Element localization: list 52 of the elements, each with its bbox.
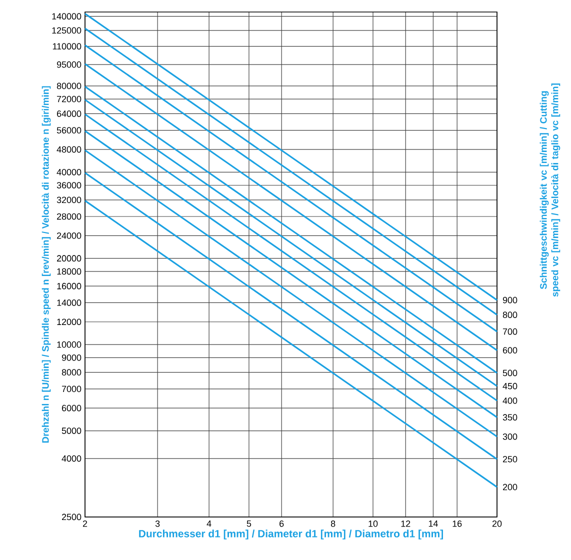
y-tick-label: 16000 [57,282,82,290]
y-tick-label: 2500 [62,514,82,520]
y-tick-label: 7000 [62,386,82,392]
y-axis-title: Drehzahl n [U/min] / Spindle speed n [rev/min] / Velocità di rotazione n [giri/min] [42,86,51,443]
x-tick-label: 16 [452,520,462,527]
y-tick-label: 20000 [57,255,82,262]
x-tick-label: 8 [330,520,336,527]
x-tick-label: 10 [368,520,378,527]
x-tick-label: 4 [206,520,212,527]
x-tick-label: 2 [82,520,88,527]
y-tick-label: 32000 [56,196,82,204]
x-tick-label: 5 [246,520,252,527]
y-tick-label: 5000 [62,428,82,434]
x-tick-label: 6 [280,520,284,527]
y-tick-label: 24000 [57,232,82,239]
y-tick-label: 12000 [57,318,82,326]
y-tick-label: 110000 [52,43,82,50]
y-tick-label: 18000 [57,268,82,275]
y-tick-label: 56000 [56,127,82,134]
y-tick-label: 36000 [56,182,82,188]
y-tick-label: 4000 [62,455,82,462]
series-label: 250 [502,456,518,462]
y-tick-label: 14000 [57,300,82,306]
series-label: 450 [502,382,518,390]
y-tick-label: 125000 [52,27,82,34]
series-label: 350 [502,414,518,421]
y-tick-label: 9000 [62,354,82,361]
series-label: 300 [502,433,518,440]
y-tick-label: 28000 [57,213,82,220]
series-label: 600 [502,347,518,354]
series-label: 200 [502,484,518,490]
x-axis-title: Durchmesser d1 [mm] / Diameter d1 [mm] / Diametro d1 [mm] [139,530,443,540]
y-tick-label: 140000 [52,13,82,20]
x-tick-label: 12 [401,520,410,527]
series-label: 900 [502,296,518,304]
y-tick-label: 8000 [62,369,82,376]
y-tick-label: 10000 [57,341,82,348]
y-tick-label: 95000 [56,61,82,68]
series-label: 800 [502,312,518,318]
y-tick-label: 48000 [56,146,82,153]
y-tick-label: 40000 [56,168,82,176]
y-tick-label: 6000 [62,404,82,412]
x-tick-label: 3 [155,520,160,527]
y2-axis-title: Schnittgeschwindigkeit vc [m/min] / Cutting speed vc [m/min] / Velocità di taglio vc [m/min] [540,83,560,297]
y-tick-label: 64000 [57,110,82,117]
series-label: 400 [502,397,518,404]
x-tick-label: 14 [428,520,438,527]
series-label: 500 [502,370,518,376]
series-label: 700 [502,328,518,335]
y-tick-label: 80000 [56,82,82,90]
x-tick-label: 20 [492,520,502,527]
y-tick-label: 72000 [57,96,82,102]
